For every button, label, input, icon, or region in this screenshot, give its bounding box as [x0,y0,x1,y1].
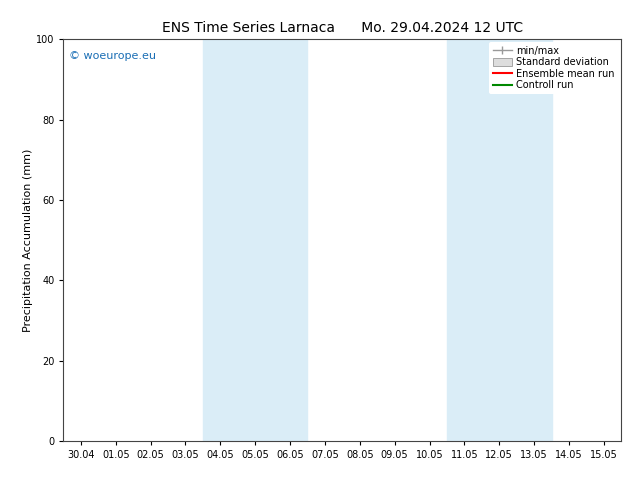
Legend: min/max, Standard deviation, Ensemble mean run, Controll run: min/max, Standard deviation, Ensemble me… [489,42,618,94]
Y-axis label: Precipitation Accumulation (mm): Precipitation Accumulation (mm) [23,148,33,332]
Bar [203,39,307,441]
Title: ENS Time Series Larnaca      Mo. 29.04.2024 12 UTC: ENS Time Series Larnaca Mo. 29.04.2024 1… [162,21,523,35]
Bar [447,39,552,441]
Text: © woeurope.eu: © woeurope.eu [69,51,156,61]
